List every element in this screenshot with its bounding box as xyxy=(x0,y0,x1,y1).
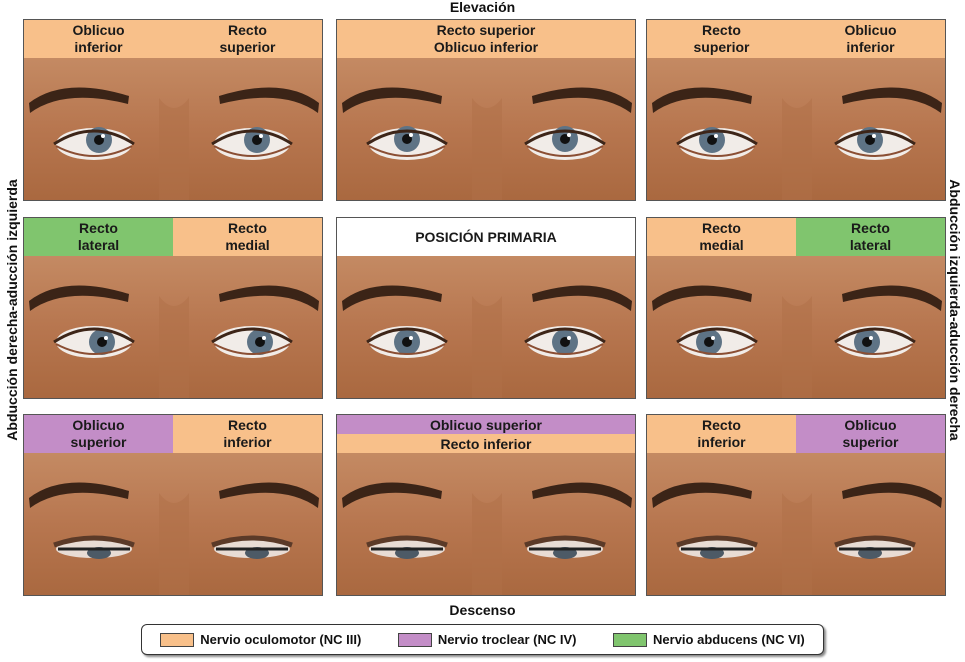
legend-swatch xyxy=(397,632,432,647)
muscle-label: Oblicuo superior xyxy=(796,415,945,453)
muscle-label: POSICIÓN PRIMARIA xyxy=(337,218,635,256)
eyes-photo xyxy=(337,256,635,398)
legend-swatch xyxy=(613,632,648,647)
muscle-label: Recto inferior xyxy=(337,434,635,453)
muscle-label: Recto medial xyxy=(173,218,322,256)
legend-item: Nervio abducens (NC VI) xyxy=(613,632,805,647)
elevation-label: Elevación xyxy=(449,0,516,15)
legend-label: Nervio oculomotor (NC III) xyxy=(200,632,362,647)
gaze-panel-up-right: Oblicuo inferior Recto superior xyxy=(23,19,323,201)
depression-label: Descenso xyxy=(449,602,516,618)
left-axis-label: Abducción derecha-aducción izquierda xyxy=(4,179,20,441)
muscle-header: Recto lateral Recto medial xyxy=(24,218,322,256)
gaze-panel-down-left: Recto inferior Oblicuo superior xyxy=(646,414,946,596)
muscle-header: Recto inferior Oblicuo superior xyxy=(647,415,945,453)
muscle-label: Recto lateral xyxy=(24,218,173,256)
eyes-photo xyxy=(647,453,945,595)
eyes-photo xyxy=(337,58,635,200)
muscle-label: Recto superior xyxy=(647,20,796,58)
eyes-photo xyxy=(24,256,322,398)
legend: Nervio oculomotor (NC III) Nervio troclea… xyxy=(141,624,824,655)
eyes-photo xyxy=(647,58,945,200)
muscle-label: Oblicuo inferior xyxy=(796,20,945,58)
gaze-panel-up: Recto superior Oblicuo inferior xyxy=(336,19,636,201)
eyes-photo xyxy=(24,58,322,200)
muscle-label: Oblicuo inferior xyxy=(24,20,173,58)
muscle-label: Recto inferior xyxy=(647,415,796,453)
legend-item: Nervio oculomotor (NC III) xyxy=(160,632,361,647)
legend-item: Nervio troclear (NC IV) xyxy=(397,632,577,647)
gaze-panel-down-right: Oblicuo superior Recto inferior xyxy=(23,414,323,596)
eyes-photo xyxy=(647,256,945,398)
gaze-panel-up-left: Recto superior Oblicuo inferior xyxy=(646,19,946,201)
muscle-header: Oblicuo superior Recto inferior xyxy=(24,415,322,453)
muscle-header: Oblicuo inferior Recto superior xyxy=(24,20,322,58)
muscle-header: Recto superior Oblicuo inferior xyxy=(647,20,945,58)
gaze-panel-down: Oblicuo superior Recto inferior xyxy=(336,414,636,596)
muscle-label: Oblicuo superior xyxy=(24,415,173,453)
gaze-panel-right: Recto lateral Recto medial xyxy=(23,217,323,399)
muscle-label: Recto superior Oblicuo inferior xyxy=(337,20,635,58)
right-axis-label: Abducción izquierda-aducción derecha xyxy=(947,179,963,441)
gaze-panel-left: Recto medial Recto lateral xyxy=(646,217,946,399)
eyes-photo xyxy=(337,453,635,595)
muscle-label: Oblicuo superior xyxy=(337,415,635,434)
muscle-label: Recto inferior xyxy=(173,415,322,453)
legend-label: Nervio troclear (NC IV) xyxy=(437,632,577,647)
legend-label: Nervio abducens (NC VI) xyxy=(653,632,805,647)
muscle-header: Recto medial Recto lateral xyxy=(647,218,945,256)
muscle-header: Recto superior Oblicuo inferior xyxy=(337,20,635,58)
eyes-photo xyxy=(24,453,322,595)
legend-swatch xyxy=(160,632,195,647)
muscle-label: Recto medial xyxy=(647,218,796,256)
muscle-header: POSICIÓN PRIMARIA xyxy=(337,218,635,256)
muscle-label: Recto lateral xyxy=(796,218,945,256)
gaze-panel-center: POSICIÓN PRIMARIA xyxy=(336,217,636,399)
muscle-header: Oblicuo superior Recto inferior xyxy=(337,415,635,453)
muscle-label: Recto superior xyxy=(173,20,322,58)
